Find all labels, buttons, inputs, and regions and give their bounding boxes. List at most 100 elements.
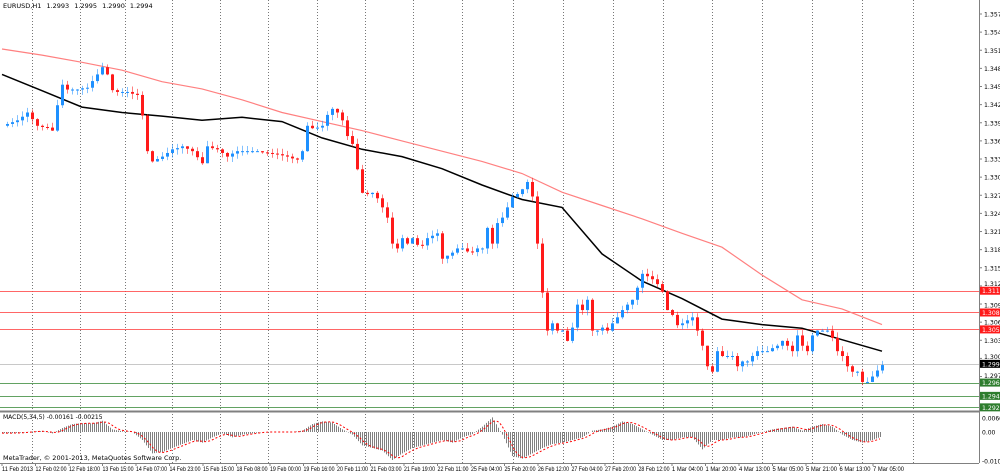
candle-bullish (636, 287, 639, 300)
candle-bearish (186, 146, 189, 149)
candle-bearish (471, 251, 474, 253)
candle-bullish (481, 248, 484, 250)
price-level-badge (980, 359, 1000, 368)
candle-bearish (721, 351, 724, 356)
candle-bullish (766, 351, 769, 353)
price-tick-label: 1.3515 (984, 48, 1000, 55)
time-tick-label: 21 Feb 03:00 (371, 467, 403, 473)
price-level-badge (980, 378, 1000, 387)
price-level-badge (980, 391, 1000, 400)
candle-bullish (761, 351, 764, 353)
candle-bullish (501, 217, 504, 224)
time-tick-label: 15 Feb 15:00 (203, 467, 235, 473)
candle-bullish (576, 304, 579, 328)
candle-bearish (386, 207, 389, 218)
price-tick-label: 1.3395 (984, 120, 1000, 127)
candle-bullish (166, 152, 169, 157)
candle-bullish (626, 304, 629, 311)
candle-bullish (611, 323, 614, 331)
candle-bullish (256, 151, 259, 153)
price-tick-label: 1.3365 (984, 138, 1000, 145)
candle-bearish (801, 335, 804, 346)
candle-bullish (241, 151, 244, 153)
candle-bullish (71, 89, 74, 91)
time-tick-label: 11 Feb 2013 (2, 467, 34, 473)
candle-bullish (781, 340, 784, 346)
price-tick-label: 1.3245 (984, 211, 1000, 218)
candle-bullish (91, 81, 94, 88)
candle-bearish (281, 154, 284, 156)
price-tick-label: 1.3185 (984, 247, 1000, 254)
candle-bullish (686, 320, 689, 324)
candle-bullish (526, 181, 529, 190)
low-price: 1.2990 (102, 2, 125, 10)
candle-bearish (491, 227, 494, 244)
candle-bullish (126, 91, 129, 93)
candle-bullish (631, 299, 634, 305)
candle-bullish (246, 151, 249, 153)
macd-axis-label: -0.0104 (982, 459, 1000, 466)
candle-bearish (116, 90, 119, 92)
candle-bullish (411, 238, 414, 244)
time-tick-label: 19 Feb 16:00 (304, 467, 336, 473)
time-tick-label: 19 Feb 00:00 (270, 467, 302, 473)
candle-bearish (51, 127, 54, 131)
candle-bearish (546, 292, 549, 331)
candle-bullish (561, 330, 564, 332)
candle-bullish (456, 248, 459, 253)
candle-bullish (881, 365, 884, 371)
price-level-badge (980, 286, 1000, 295)
price-tick-label: 1.3305 (984, 175, 1000, 182)
candle-bullish (236, 151, 239, 154)
candle-bearish (211, 146, 214, 149)
candle-bearish (361, 169, 364, 193)
candle-bullish (691, 317, 694, 321)
candle-bearish (541, 243, 544, 293)
candle-bullish (511, 197, 514, 208)
price-tick-label: 1.3335 (984, 157, 1000, 164)
time-tick-label: 14 Feb 07:00 (136, 467, 168, 473)
candle-bearish (851, 366, 854, 372)
macd-name: MACD(5,34,5) (3, 414, 45, 421)
candle-bullish (741, 361, 744, 367)
candle-bearish (656, 279, 659, 285)
candle-bullish (746, 361, 749, 363)
price-level-badge (980, 403, 1000, 412)
candle-bullish (251, 151, 254, 153)
time-tick-label: 5 Mar 21:00 (806, 467, 838, 473)
chart-header: EURUSD,H1 1.2993 1.2995 1.2990 1.2994 (3, 2, 156, 10)
symbol-label: EURUSD,H1 (3, 2, 42, 10)
candle-bullish (776, 345, 779, 349)
candle-bullish (621, 310, 624, 318)
price-tick-label: 1.3215 (984, 229, 1000, 236)
candle-bearish (31, 112, 34, 120)
candle-bullish (856, 371, 859, 373)
candle-bullish (156, 159, 159, 162)
price-level-label: 1.3117 (982, 288, 1000, 295)
candle-bullish (326, 114, 329, 126)
price-level-badge (980, 308, 1000, 317)
candle-bullish (506, 207, 509, 218)
candle-bearish (286, 155, 289, 157)
candle-bullish (321, 125, 324, 128)
candle-bullish (756, 351, 759, 356)
moving-average-slow (1, 48, 883, 326)
price-tick-label: 1.3035 (984, 338, 1000, 345)
candle-bearish (661, 284, 664, 292)
candle-bearish (201, 157, 204, 164)
candle-bullish (486, 227, 489, 249)
time-tick-label: 25 Feb 04:00 (471, 467, 503, 473)
candle-bullish (446, 255, 449, 259)
price-tick-label: 1.3065 (984, 320, 1000, 327)
price-tick-label: 1.3545 (984, 30, 1000, 37)
candle-bearish (786, 340, 789, 346)
candle-bullish (586, 299, 589, 311)
candle-bearish (861, 371, 864, 382)
candle-bearish (341, 112, 344, 121)
candle-bullish (76, 89, 79, 91)
candle-bearish (136, 93, 139, 95)
candle-bearish (711, 366, 714, 372)
candle-bearish (706, 345, 709, 367)
candle-bullish (121, 91, 124, 93)
